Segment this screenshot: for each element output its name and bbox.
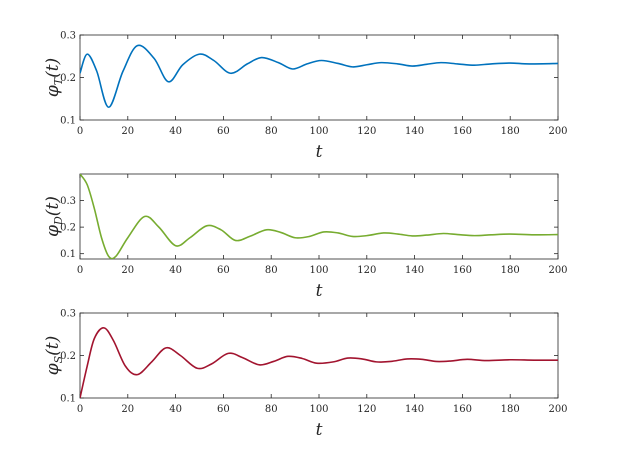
y-axis-label: φS(t) [43, 336, 65, 376]
x-tick-label: 20 [121, 404, 134, 415]
y-tick-label: 0.1 [60, 116, 76, 127]
plot-frame [79, 173, 559, 260]
x-tick-label: 80 [265, 126, 278, 137]
x-tick-label: 100 [309, 404, 328, 415]
series-line [80, 327, 558, 398]
x-tick-label: 0 [77, 265, 83, 276]
x-tick-label: 0 [77, 126, 83, 137]
x-tick-label: 100 [309, 265, 328, 276]
y-axis-label: φT(t) [43, 58, 65, 97]
y-tick-label: 0.3 [60, 196, 76, 207]
x-tick-label: 120 [357, 404, 376, 415]
x-axis-label: t [316, 420, 323, 440]
x-tick-label: 160 [453, 404, 472, 415]
y-axis-label-argument: (t) [43, 196, 63, 216]
x-tick-label: 60 [217, 404, 230, 415]
x-tick-label: 60 [217, 126, 230, 137]
x-tick-label: 120 [357, 126, 376, 137]
plot-frame [79, 312, 559, 399]
x-tick-label: 140 [405, 126, 424, 137]
x-tick-label: 80 [265, 404, 278, 415]
y-tick-label: 0.3 [60, 31, 76, 42]
x-tick-label: 180 [501, 404, 520, 415]
x-tick-label: 160 [453, 265, 472, 276]
x-tick-label: 120 [357, 265, 376, 276]
y-axis-label-symbol: φ [43, 225, 63, 237]
y-tick-label: 0.1 [60, 394, 76, 405]
y-axis-label-subscript: D [52, 216, 65, 226]
plot-frame [79, 34, 559, 121]
y-axis-label-symbol: φ [43, 363, 63, 375]
x-tick-label: 200 [548, 404, 567, 415]
x-tick-label: 20 [121, 265, 134, 276]
y-tick-label: 0.2 [60, 73, 76, 84]
x-axis-label: t [316, 142, 323, 162]
series-line [80, 44, 558, 109]
x-tick-label: 40 [169, 265, 182, 276]
x-tick-label: 80 [265, 265, 278, 276]
x-tick-label: 20 [121, 126, 134, 137]
x-tick-label: 200 [548, 126, 567, 137]
x-tick-label: 60 [217, 265, 230, 276]
x-tick-label: 180 [501, 126, 520, 137]
y-axis-label: φD(t) [43, 196, 65, 237]
y-axis-label-subscript: T [52, 76, 65, 85]
x-tick-label: 180 [501, 265, 520, 276]
subplot-2: 0 20 40 60 80 100 120 140 160 180 200 0.1 0.2 0.3 t φD(… [43, 173, 568, 301]
x-tick-label: 200 [548, 265, 567, 276]
x-tick-label: 0 [77, 404, 83, 415]
y-axis-label-symbol: φ [43, 85, 63, 97]
x-axis-label: t [316, 281, 323, 301]
y-tick-label: 0.1 [60, 249, 76, 260]
y-axis-label-argument: (t) [43, 336, 63, 356]
y-tick-label: 0.2 [60, 351, 76, 362]
y-axis-label-argument: (t) [43, 58, 63, 78]
y-axis-label-subscript: S [52, 355, 65, 363]
x-tick-label: 140 [405, 404, 424, 415]
x-tick-label: 100 [309, 126, 328, 137]
y-tick-label: 0.3 [60, 309, 76, 320]
x-tick-label: 40 [169, 126, 182, 137]
x-tick-label: 40 [169, 404, 182, 415]
x-tick-label: 140 [405, 265, 424, 276]
y-tick-label: 0.2 [60, 223, 76, 234]
subplot-3: 0 20 40 60 80 100 120 140 160 180 200 0.1 0.2 0.3 t φS(… [43, 309, 568, 441]
x-tick-label: 160 [453, 126, 472, 137]
series-line [80, 174, 558, 259]
subplot-1: 0 20 40 60 80 100 120 140 160 180 200 0.1 0.2 0.3 t φT(… [43, 31, 568, 163]
